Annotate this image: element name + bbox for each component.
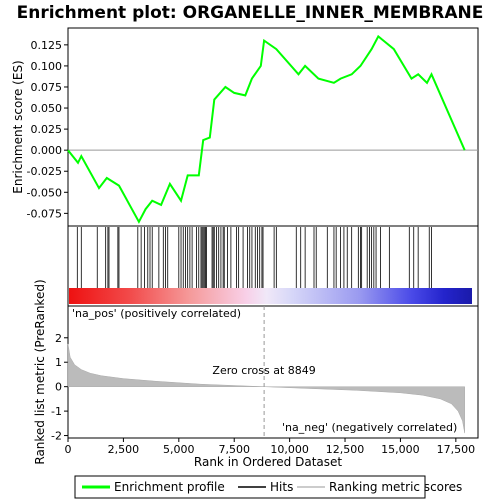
rank-color-bar <box>69 288 472 304</box>
x-axis: 0 2,500 5,000 7,500 10,000 12,500 15,000 17,500 <box>65 438 476 456</box>
x-tick-label: 2,500 <box>108 443 140 456</box>
metric-y-tick-label: 1 <box>55 356 62 369</box>
positive-correlation-label: 'na_pos' (positively correlated) <box>72 307 241 320</box>
metric-y-axis-label: Ranked list metric (PreRanked) <box>33 279 47 464</box>
x-tick-label: 12,500 <box>326 443 365 456</box>
legend-label-hits: Hits <box>270 480 293 494</box>
es-y-tick-label: 0.100 <box>31 60 63 73</box>
x-axis-label: Rank in Ordered Dataset <box>194 455 342 469</box>
legend-label-profile: Enrichment profile <box>114 480 225 494</box>
x-tick-label: 17,500 <box>437 443 476 456</box>
es-y-tick-label: 0.025 <box>31 123 63 136</box>
x-tick-label: 0 <box>65 443 72 456</box>
es-y-axis: -0.075 -0.050 -0.025 0.000 0.025 0.050 0.075 0.… <box>27 39 68 220</box>
x-tick-label: 10,000 <box>270 443 309 456</box>
es-panel-frame <box>67 27 479 227</box>
x-tick-label: 7,500 <box>218 443 250 456</box>
chart-title: Enrichment plot: ORGANELLE_INNER_MEMBRAN… <box>17 3 484 23</box>
es-y-tick-label: 0.075 <box>31 81 63 94</box>
es-y-tick-label: 0.000 <box>31 144 63 157</box>
es-y-tick-label: -0.050 <box>27 186 62 199</box>
metric-y-tick-label: 0 <box>55 381 62 394</box>
metric-y-tick-label: -1 <box>51 405 62 418</box>
negative-correlation-label: 'na_neg' (negatively correlated) <box>282 421 457 434</box>
hits-marks <box>76 227 432 288</box>
metric-y-tick-label: 2 <box>55 332 62 345</box>
enrichment-profile-line <box>67 34 466 224</box>
metric-y-tick-label: -2 <box>51 430 62 443</box>
zero-cross-label: Zero cross at 8849 <box>212 364 315 377</box>
x-tick-label: 15,000 <box>381 443 420 456</box>
legend: Enrichment profile Hits Ranking metric s… <box>74 475 462 499</box>
x-tick-label: 5,000 <box>163 443 195 456</box>
es-y-tick-label: -0.025 <box>27 165 62 178</box>
es-y-axis-label: Enrichment score (ES) <box>11 60 25 193</box>
metric-y-axis: -2 -1 0 1 2 <box>51 332 68 443</box>
es-y-tick-label: 0.125 <box>31 39 63 52</box>
ranking-metric-area <box>67 343 465 434</box>
es-y-tick-label: -0.075 <box>27 207 62 220</box>
es-y-tick-label: 0.050 <box>31 102 63 115</box>
legend-label-metric: Ranking metric scores <box>329 480 462 494</box>
